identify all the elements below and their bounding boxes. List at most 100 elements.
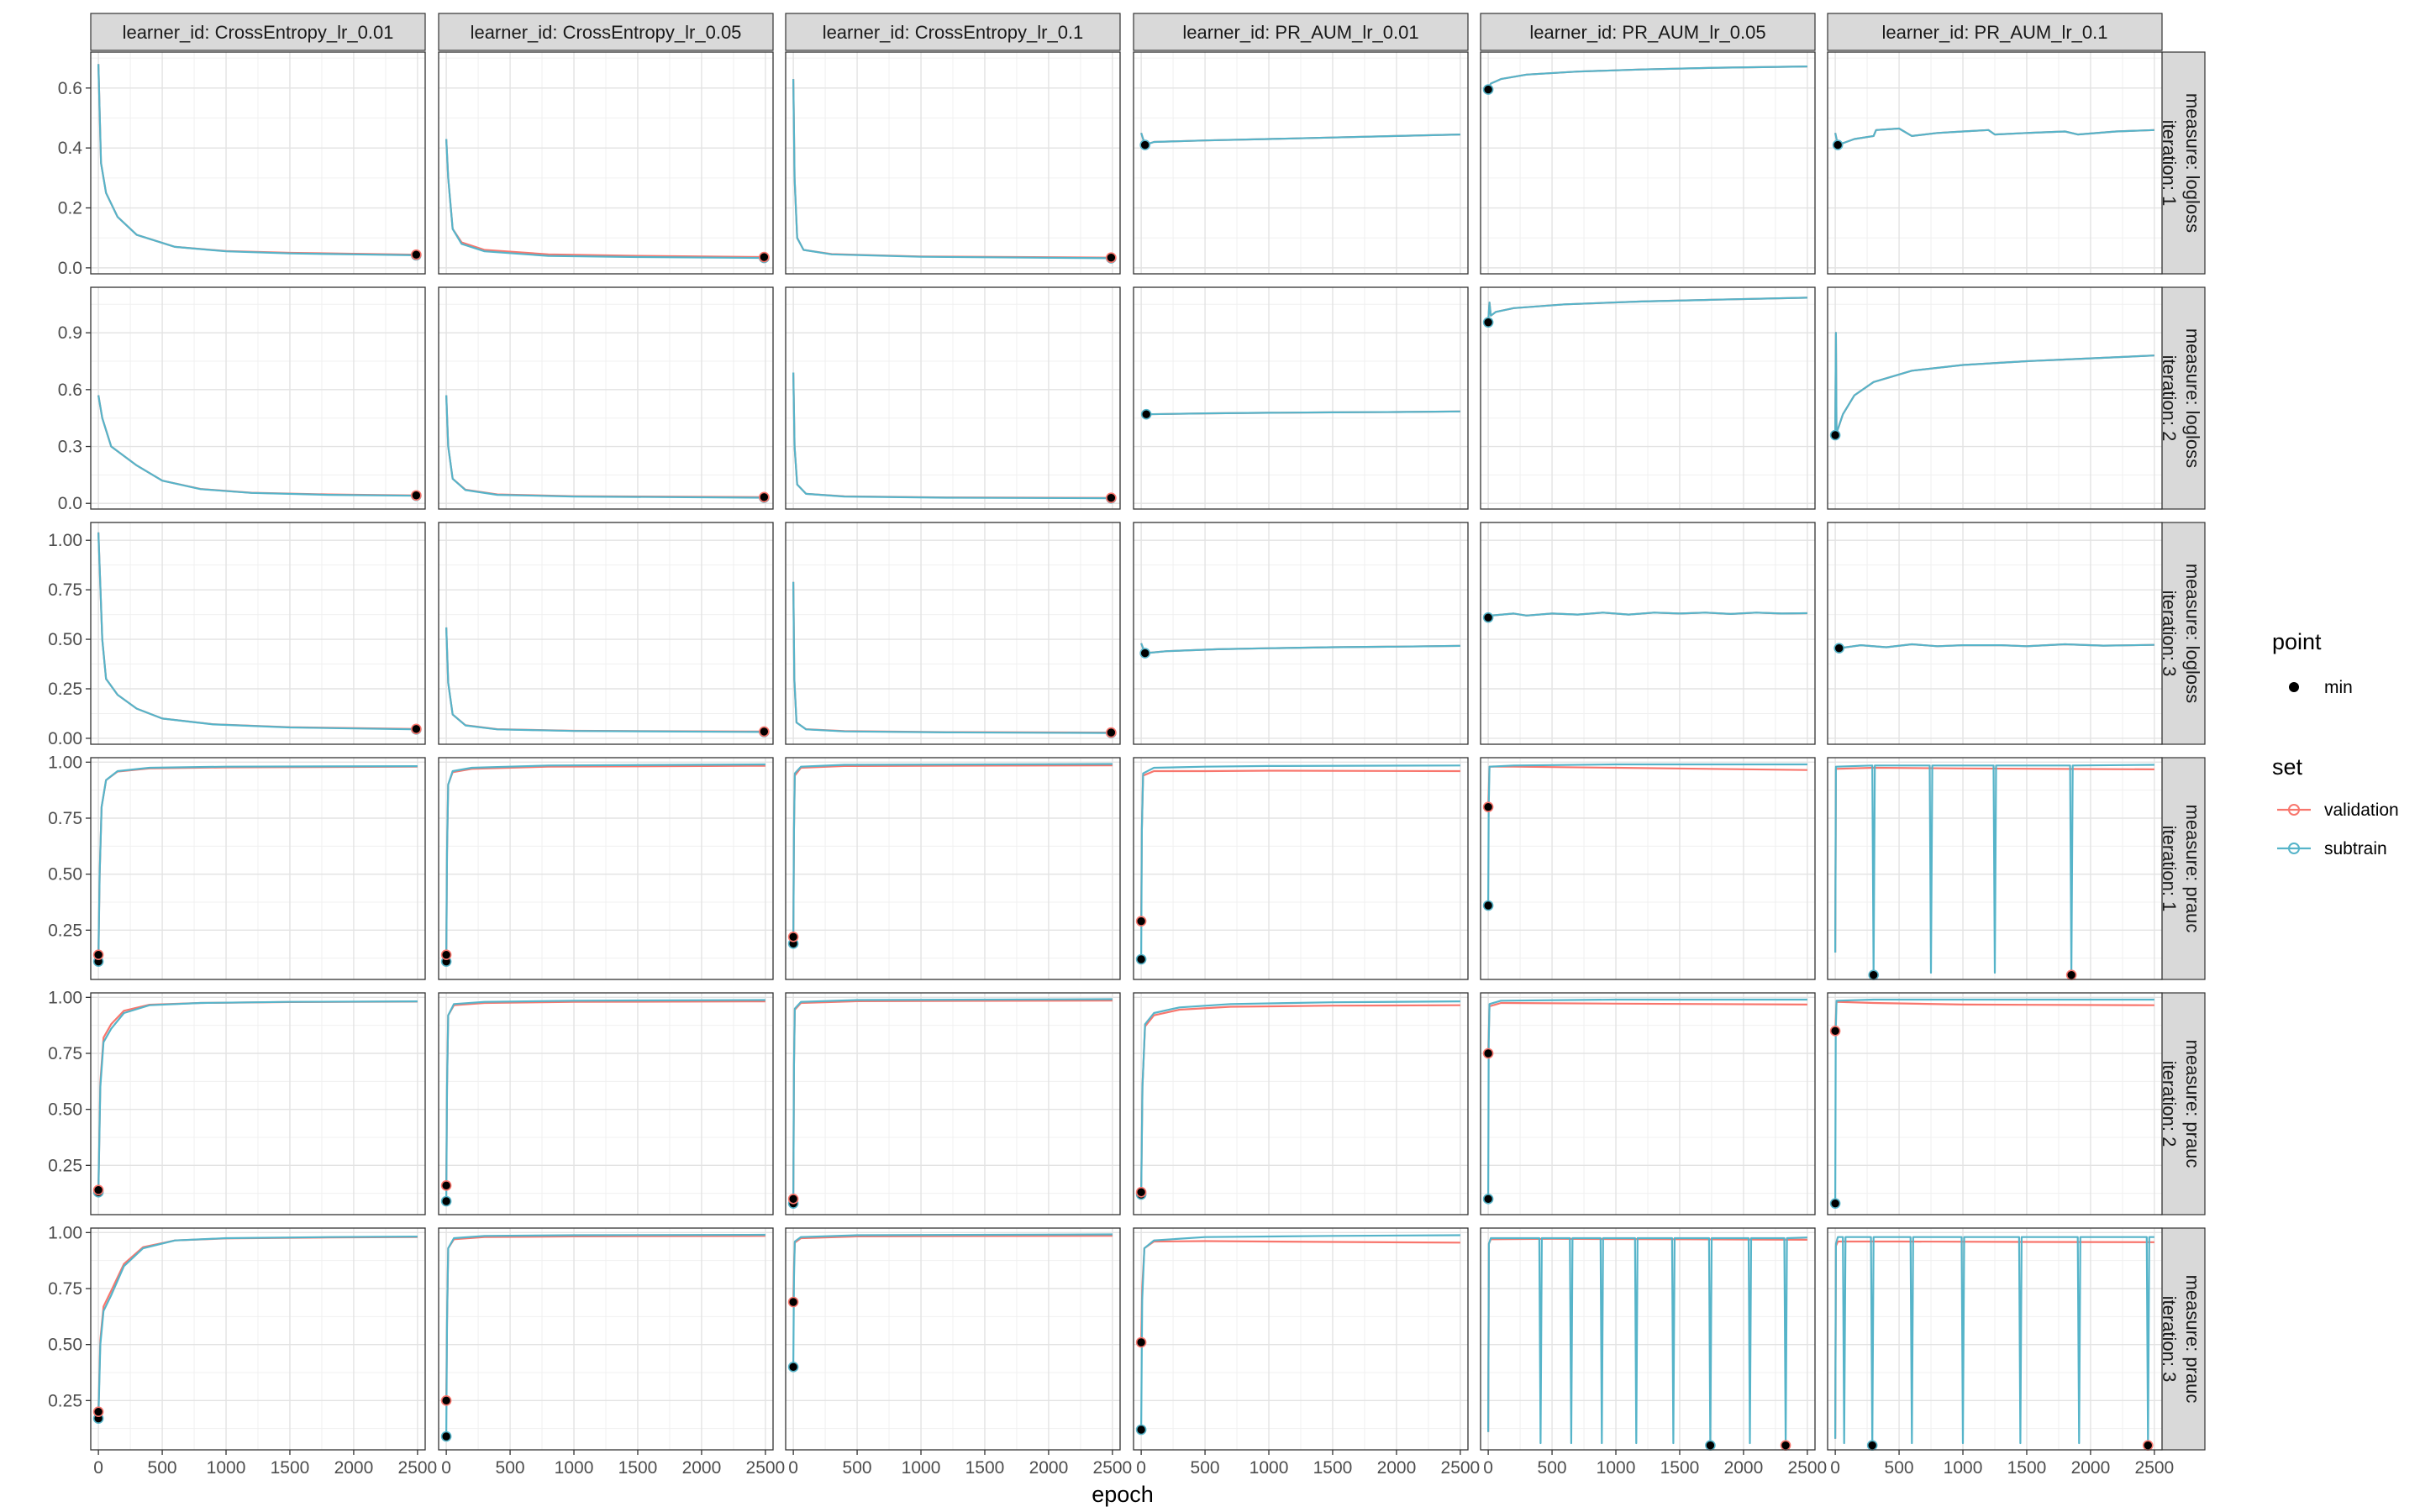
y-tick-label: 0.0 bbox=[58, 494, 82, 513]
x-tick-label: 500 bbox=[148, 1458, 177, 1478]
x-tick-label: 1000 bbox=[1249, 1458, 1289, 1478]
x-tick-label: 2500 bbox=[1093, 1458, 1133, 1478]
x-tick-label: 500 bbox=[843, 1458, 872, 1478]
panel-border bbox=[1133, 286, 1469, 510]
y-tick-label: 0.00 bbox=[48, 729, 82, 748]
min-point bbox=[411, 490, 422, 501]
min-point bbox=[1140, 408, 1152, 420]
min-point bbox=[1139, 648, 1150, 659]
panel-border bbox=[1133, 992, 1469, 1215]
min-point bbox=[787, 932, 799, 942]
panel-border bbox=[1480, 286, 1816, 510]
panel-border bbox=[90, 1227, 426, 1451]
column-strip-label: learner_id: CrossEntropy_lr_0.05 bbox=[471, 22, 742, 43]
panel-border bbox=[785, 522, 1121, 745]
y-tick-label: 1.00 bbox=[48, 753, 82, 772]
min-point bbox=[1832, 139, 1844, 150]
facet-panel bbox=[438, 51, 774, 275]
panel-border bbox=[785, 992, 1121, 1215]
facet-panel bbox=[1480, 286, 1816, 510]
y-tick-label: 0.25 bbox=[48, 680, 82, 699]
min-point bbox=[1482, 612, 1494, 623]
subtrain-line bbox=[97, 1000, 418, 1193]
subtrain-line bbox=[1487, 612, 1807, 618]
facet-panel bbox=[785, 522, 1121, 745]
legend-set-title: set bbox=[2272, 754, 2303, 780]
y-tick-label: 0.75 bbox=[48, 580, 82, 600]
y-tick-label: 0.50 bbox=[48, 1336, 82, 1355]
panel-border bbox=[785, 51, 1121, 275]
x-tick-label: 0 bbox=[93, 1458, 103, 1478]
x-tick-label: 2500 bbox=[1441, 1458, 1481, 1478]
column-strip-label: learner_id: PR_AUM_lr_0.01 bbox=[1182, 22, 1418, 43]
min-point bbox=[1829, 1026, 1841, 1037]
subtrain-line bbox=[445, 763, 765, 962]
subtrain-line bbox=[1487, 66, 1807, 89]
facet-panel bbox=[90, 1227, 426, 1451]
panel-border bbox=[1480, 1227, 1816, 1451]
y-tick-label: 1.00 bbox=[48, 988, 82, 1007]
x-tick-label: 500 bbox=[1191, 1458, 1220, 1478]
min-point bbox=[92, 1406, 104, 1417]
min-point bbox=[2065, 969, 2077, 980]
min-point bbox=[1106, 492, 1117, 503]
column-strip bbox=[1827, 13, 2163, 51]
x-tick-label: 500 bbox=[496, 1458, 525, 1478]
min-point bbox=[440, 1395, 452, 1406]
panel-border bbox=[1480, 992, 1816, 1215]
x-tick-label: 2000 bbox=[682, 1458, 722, 1478]
min-point bbox=[1139, 139, 1150, 150]
facet-panel bbox=[438, 286, 774, 510]
x-tick-label: 1500 bbox=[2007, 1458, 2047, 1478]
subtrain-line bbox=[1834, 127, 2154, 146]
min-point bbox=[1482, 1047, 1494, 1059]
x-tick-label: 1000 bbox=[1944, 1458, 1983, 1478]
min-point bbox=[1135, 1424, 1147, 1436]
y-tick-label: 0.25 bbox=[48, 1156, 82, 1175]
subtrain-line bbox=[445, 1233, 765, 1437]
subtrain-line bbox=[1834, 764, 2154, 976]
x-tick-label: 1500 bbox=[965, 1458, 1005, 1478]
row-strip-label: measure: prauciteration: 3 bbox=[2159, 1275, 2203, 1404]
min-point bbox=[1705, 1440, 1716, 1451]
y-tick-label: 0.3 bbox=[58, 438, 82, 457]
subtrain-line bbox=[1834, 1236, 2154, 1446]
panel-border bbox=[1133, 1227, 1469, 1451]
row-strip bbox=[2160, 992, 2206, 1215]
panel-border bbox=[1133, 522, 1469, 745]
facet-panel bbox=[1827, 992, 2163, 1215]
facet-panel bbox=[1827, 1227, 2163, 1451]
subtrain-line bbox=[445, 999, 765, 1202]
min-point bbox=[1106, 252, 1117, 264]
row-strip bbox=[2160, 286, 2206, 510]
facet-panel bbox=[1133, 1227, 1469, 1451]
panel-border bbox=[90, 992, 426, 1215]
min-point bbox=[1135, 1187, 1147, 1198]
panel-border bbox=[438, 286, 774, 510]
facet-panel bbox=[90, 992, 426, 1215]
subtrain-line bbox=[792, 763, 1113, 944]
x-tick-label: 2000 bbox=[334, 1458, 374, 1478]
panel-border bbox=[438, 757, 774, 980]
panel-border bbox=[1480, 757, 1816, 980]
min-point bbox=[1829, 429, 1841, 441]
min-point bbox=[1482, 317, 1494, 328]
facet-panel bbox=[1133, 757, 1469, 980]
min-point bbox=[92, 1184, 104, 1195]
panel-border bbox=[1827, 1227, 2163, 1451]
subtrain-line bbox=[1834, 643, 2154, 649]
row-strip bbox=[2160, 522, 2206, 745]
x-tick-label: 1500 bbox=[618, 1458, 658, 1478]
legend-subtrain-key bbox=[2277, 843, 2311, 854]
subtrain-line bbox=[1140, 1000, 1460, 1195]
panel-border bbox=[438, 1227, 774, 1451]
panel-border bbox=[1133, 51, 1469, 275]
facet-panel bbox=[438, 757, 774, 980]
panel-border bbox=[90, 286, 426, 510]
column-strip-label: learner_id: PR_AUM_lr_0.1 bbox=[1881, 22, 2107, 43]
subtrain-line bbox=[97, 395, 418, 497]
column-strip bbox=[438, 13, 774, 51]
x-tick-label: 0 bbox=[1483, 1458, 1493, 1478]
x-tick-label: 2500 bbox=[398, 1458, 438, 1478]
y-tick-label: 0.2 bbox=[58, 199, 82, 218]
